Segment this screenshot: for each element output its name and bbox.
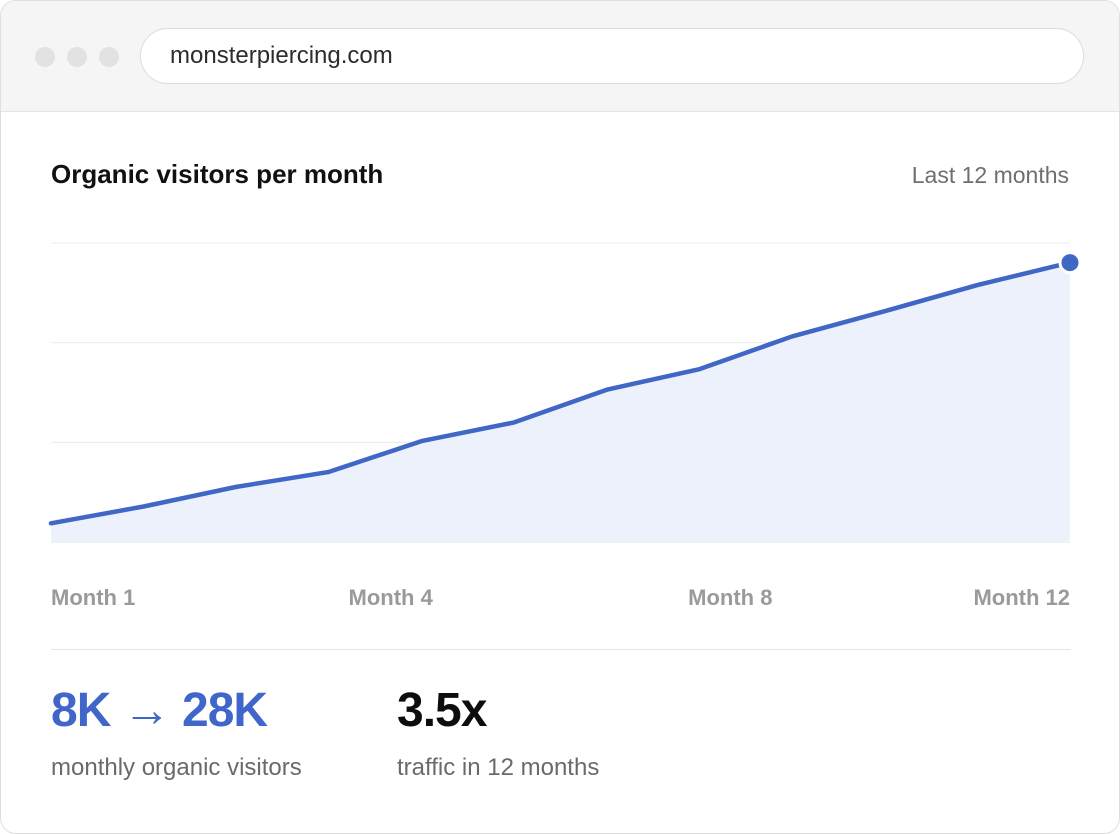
visitors-growth-value: 8K → 28K	[51, 684, 268, 737]
window-maximize-dot[interactable]	[99, 47, 119, 67]
traffic-multiplier-value: 3.5x	[397, 684, 487, 737]
x-tick-label: Month 4	[349, 585, 434, 610]
area-fill	[51, 262, 1070, 542]
window-minimize-dot[interactable]	[67, 47, 87, 67]
address-bar[interactable]: monsterpiercing.com	[140, 28, 1084, 84]
x-tick-label: Month 12	[973, 585, 1070, 610]
x-tick-label: Month 8	[688, 585, 772, 610]
latest-data-point	[1058, 251, 1082, 275]
browser-titlebar: monsterpiercing.com	[1, 1, 1119, 112]
visitors-line-chart: Month 1 Month 4 Month 8 Month 12	[48, 242, 1082, 610]
date-range-label: Last 12 months	[911, 162, 1069, 188]
traffic-multiplier-caption: traffic in 12 months	[397, 754, 600, 781]
visitors-growth-caption: monthly organic visitors	[51, 754, 302, 781]
x-tick-label: Month 1	[51, 585, 135, 610]
chart-title: Organic visitors per month	[51, 159, 384, 189]
series-line	[48, 260, 1073, 526]
url-text: monsterpiercing.com	[170, 42, 393, 69]
stats-divider	[51, 649, 1071, 650]
window-close-dot[interactable]	[35, 47, 55, 67]
